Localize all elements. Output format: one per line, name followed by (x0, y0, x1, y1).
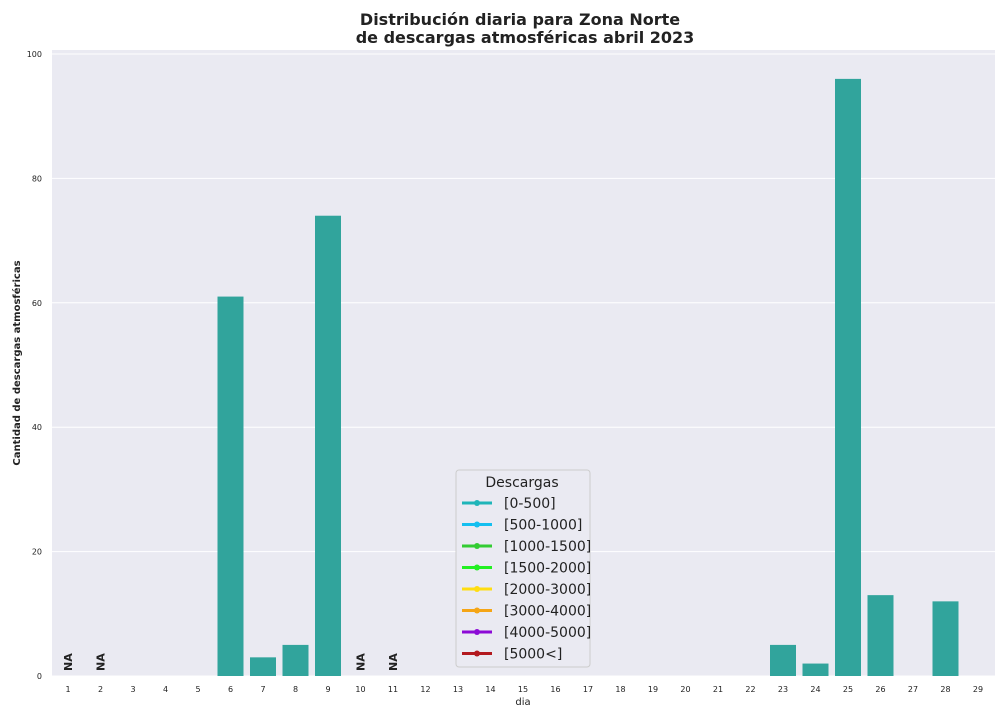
y-tick-label: 20 (32, 548, 42, 557)
y-tick-label: 0 (37, 672, 42, 681)
bar (932, 601, 959, 676)
x-tick-label: 16 (550, 685, 560, 694)
legend-entry: [2000-3000] (462, 582, 591, 598)
legend-label: [1000-1500] (504, 539, 591, 555)
legend-label: [0-500] (504, 496, 556, 512)
na-label: NA (387, 653, 400, 671)
legend-entry: [4000-5000] (462, 625, 591, 641)
x-tick-label: 6 (228, 685, 233, 694)
legend-marker (474, 586, 480, 592)
legend-label: [4000-5000] (504, 625, 591, 641)
y-tick-labels: 0 20 40 60 80 100 (27, 50, 42, 681)
legend-marker (474, 607, 480, 614)
x-tick-label: 20 (680, 685, 690, 694)
chart-title-line2: de descargas atmosféricas abril 2023 (356, 28, 695, 47)
legend-label: [5000<] (504, 647, 562, 663)
y-tick-label: 80 (32, 174, 42, 183)
legend-label: [2000-3000] (504, 582, 591, 598)
x-tick-label: 26 (875, 685, 885, 694)
legend-marker (474, 543, 480, 549)
legend-entry: [1000-1500] (462, 539, 591, 555)
bar (250, 657, 276, 676)
x-tick-label: 13 (453, 685, 463, 694)
x-tick-label: 10 (355, 685, 365, 694)
x-tick-label: 24 (810, 685, 820, 694)
x-tick-label: 25 (843, 685, 853, 694)
x-tick-label: 18 (615, 685, 625, 694)
bar (835, 78, 861, 676)
bar (217, 296, 244, 676)
y-tick-label: 100 (27, 50, 42, 59)
x-axis-label: dia (515, 697, 530, 708)
legend-entry: [5000<] (462, 647, 562, 663)
x-tick-label: 22 (745, 685, 755, 694)
legend-marker (474, 629, 480, 635)
y-tick-label: 40 (32, 423, 42, 432)
x-tick-label: 4 (163, 685, 168, 694)
na-labels: NA NA NA NA (62, 653, 400, 671)
na-label: NA (355, 653, 368, 671)
na-label: NA (95, 653, 108, 671)
x-tick-label: 12 (420, 685, 430, 694)
na-label: NA (62, 653, 75, 671)
bar (802, 663, 829, 676)
y-tick-label: 60 (32, 299, 42, 308)
legend-entry: [1500-2000] (462, 561, 591, 577)
x-tick-label: 3 (130, 685, 135, 694)
x-tick-label: 28 (940, 685, 950, 694)
x-tick-label: 2 (98, 685, 103, 694)
legend-marker (474, 650, 480, 657)
y-axis-label: Cantidad de descargas atmosféricas (11, 260, 23, 465)
x-tick-label: 29 (973, 685, 983, 694)
legend-marker (474, 521, 480, 528)
x-tick-label: 7 (260, 685, 265, 694)
legend-marker (474, 500, 480, 506)
x-tick-label: 8 (293, 685, 298, 694)
bar (867, 595, 894, 676)
x-tick-label: 21 (713, 685, 723, 694)
legend: Descargas [0-500] [500-1000] [1000-1500] [1… (455, 469, 591, 668)
legend-label: [3000-4000] (504, 604, 591, 620)
legend-entry: [500-1000] (462, 518, 582, 534)
legend-title: Descargas (485, 475, 558, 491)
legend-entry: [0-500] (462, 496, 556, 512)
legend-label: [500-1000] (504, 518, 582, 534)
legend-entry: [3000-4000] (462, 604, 591, 620)
x-tick-label: 19 (648, 685, 658, 694)
x-tick-label: 15 (518, 685, 528, 694)
bar (315, 215, 341, 676)
legend-marker (474, 564, 480, 571)
bar (282, 644, 309, 676)
x-tick-label: 5 (195, 685, 200, 694)
chart-title-line1: Distribución diaria para Zona Norte (360, 10, 680, 29)
legend-box (455, 469, 591, 668)
x-tick-label: 27 (908, 685, 918, 694)
bars (217, 78, 959, 676)
x-tick-label: 14 (485, 685, 495, 694)
x-tick-label: 23 (778, 685, 788, 694)
x-tick-label: 17 (583, 685, 593, 694)
legend-label: [1500-2000] (504, 561, 591, 577)
bar (770, 644, 796, 676)
x-tick-label: 9 (325, 685, 330, 694)
x-tick-label: 1 (65, 685, 70, 694)
x-tick-labels: 1 2 3 4 5 6 7 8 9 10 11 12 13 14 15 16 17 18 19 20 21 22 23 24 2… (65, 685, 983, 694)
x-tick-label: 11 (388, 685, 398, 694)
